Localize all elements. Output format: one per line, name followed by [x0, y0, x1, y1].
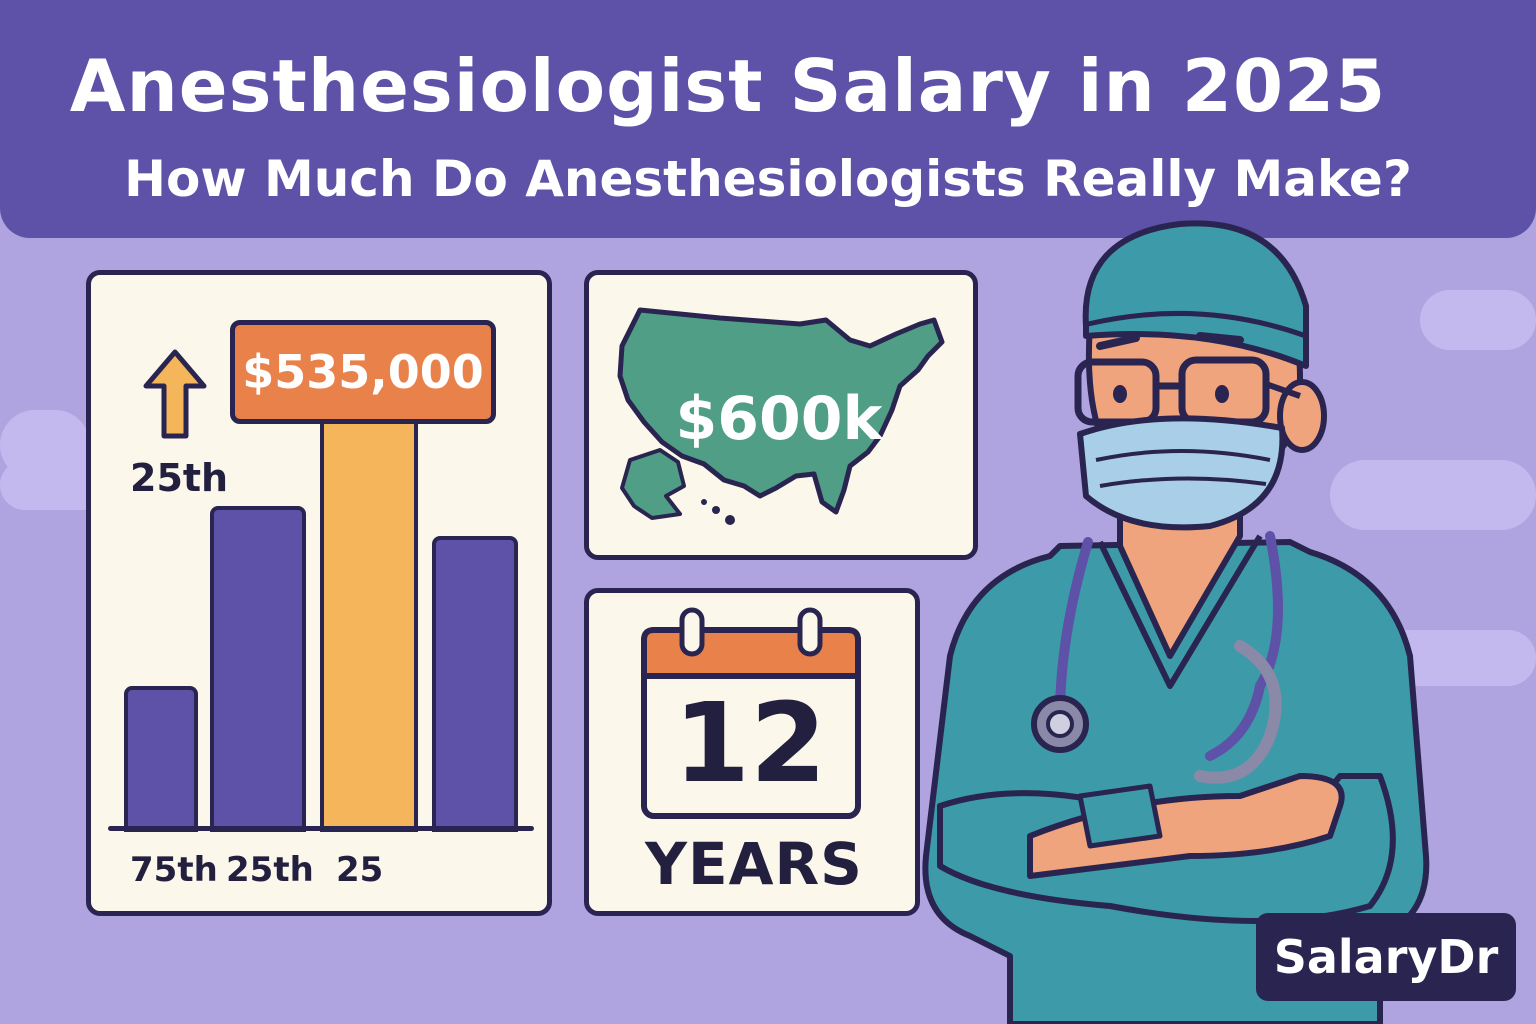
- map-salary-value: $600k: [675, 384, 883, 454]
- page-title: Anesthesiologist Salary in 2025: [69, 44, 1387, 128]
- up-arrow-icon: [143, 349, 207, 439]
- x-label-1: 75th: [130, 850, 218, 890]
- bar-1: [124, 686, 198, 832]
- bar-highlight: [320, 418, 418, 832]
- anesthesiologist-illustration: [922, 220, 1430, 1024]
- page-subtitle: How Much Do Anesthesiologists Really Mak…: [124, 150, 1412, 208]
- usa-map-icon: [617, 307, 945, 525]
- bar-2: [210, 506, 306, 832]
- x-label-2: 25th: [226, 850, 314, 890]
- arrow-label: 25th: [130, 456, 229, 500]
- x-label-3: 25: [336, 850, 384, 890]
- calendar-number: 12: [673, 679, 827, 807]
- header-banner: [0, 0, 1536, 238]
- cloud-decoration: [1330, 460, 1536, 530]
- calendar-unit: YEARS: [645, 830, 863, 898]
- brand-logo: SalaryDr: [1256, 913, 1516, 1001]
- salary-value-badge: $535,000: [230, 320, 496, 424]
- cloud-decoration: [1420, 290, 1536, 350]
- chart-baseline: [108, 826, 534, 831]
- calendar-icon: [641, 607, 861, 819]
- bar-4: [432, 536, 518, 832]
